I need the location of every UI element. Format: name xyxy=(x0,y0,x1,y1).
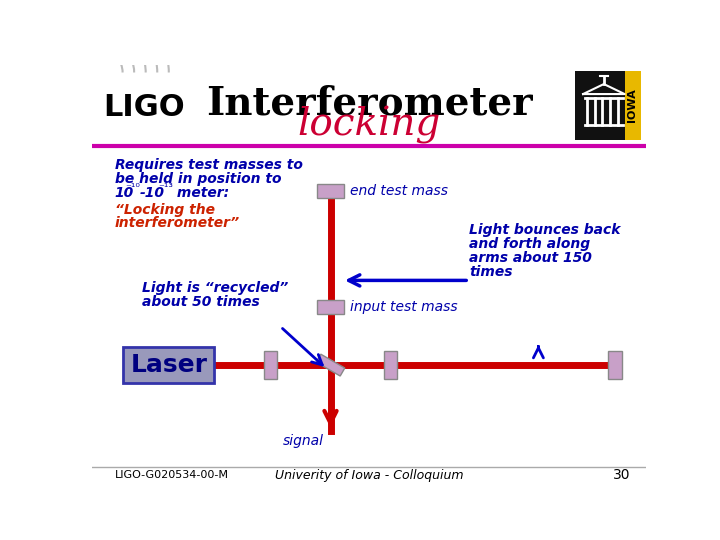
Polygon shape xyxy=(316,354,345,376)
Text: Univerity of Iowa - Colloquium: Univerity of Iowa - Colloquium xyxy=(275,469,463,482)
Text: -10: -10 xyxy=(140,186,165,200)
Text: arms about 150: arms about 150 xyxy=(469,251,592,265)
Text: Laser: Laser xyxy=(130,353,207,377)
Text: ⁻¹⁰: ⁻¹⁰ xyxy=(126,183,140,193)
Bar xyxy=(123,347,215,383)
Bar xyxy=(317,300,344,314)
Text: end test mass: end test mass xyxy=(350,184,448,198)
Text: about 50 times: about 50 times xyxy=(142,295,260,309)
Text: Light bounces back: Light bounces back xyxy=(469,224,621,238)
Bar xyxy=(608,351,621,379)
Text: times: times xyxy=(469,265,513,279)
Text: LIGO: LIGO xyxy=(104,93,185,122)
Text: interferometer”: interferometer” xyxy=(115,217,240,231)
Text: ⁻¹³: ⁻¹³ xyxy=(158,183,173,193)
Bar xyxy=(317,184,344,198)
Text: Light is “recycled”: Light is “recycled” xyxy=(142,281,288,295)
Bar xyxy=(264,351,277,379)
Text: LIGO-G020534-00-M: LIGO-G020534-00-M xyxy=(115,470,229,480)
Text: and forth along: and forth along xyxy=(469,237,590,251)
Bar xyxy=(575,71,626,140)
Text: 10: 10 xyxy=(115,186,134,200)
Text: be held in position to: be held in position to xyxy=(115,172,282,186)
Text: locking: locking xyxy=(297,106,441,144)
Text: Requires test masses to: Requires test masses to xyxy=(115,158,303,172)
Text: input test mass: input test mass xyxy=(350,300,457,314)
Bar xyxy=(575,71,641,140)
Text: meter:: meter: xyxy=(172,186,229,200)
Text: Interferometer: Interferometer xyxy=(206,84,532,122)
Text: signal: signal xyxy=(284,434,324,448)
Text: “Locking the: “Locking the xyxy=(115,202,215,217)
Text: IOWA: IOWA xyxy=(627,89,637,123)
Text: 30: 30 xyxy=(613,468,631,482)
Bar xyxy=(384,351,397,379)
